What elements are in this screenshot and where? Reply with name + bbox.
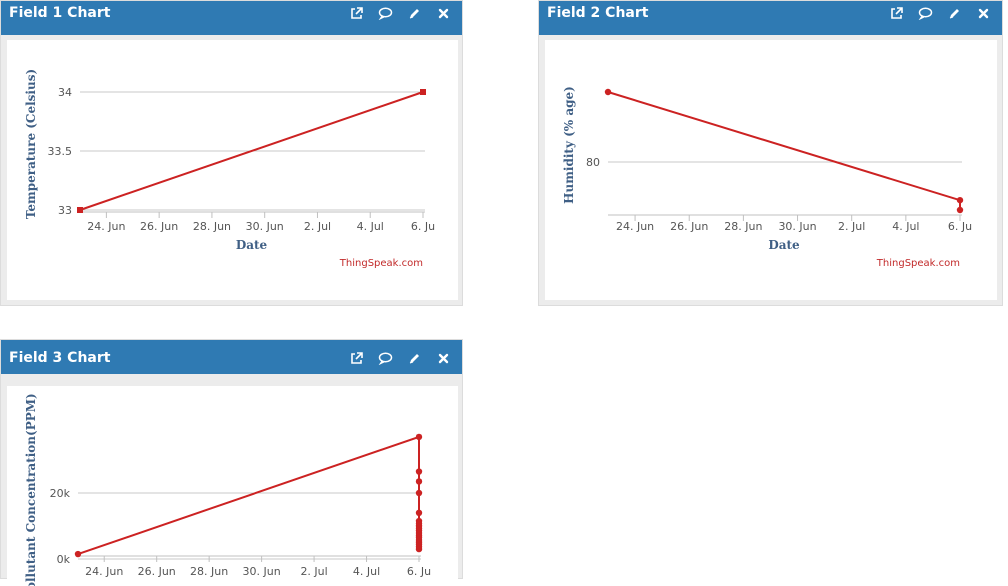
data-point[interactable] <box>956 206 964 214</box>
x-tick-label: 26. Jun <box>140 220 178 233</box>
panel-title: Field 3 Chart <box>9 350 111 366</box>
y-tick-label: 33 <box>58 204 72 217</box>
data-point[interactable] <box>604 88 612 96</box>
y-tick-label: 33.5 <box>48 145 73 158</box>
pencil-icon[interactable] <box>946 5 963 22</box>
field-3-chart-panel: Field 3 Chart 0k 20k 24. Jun 26. Jun 28. Jun… <box>0 339 463 586</box>
y-tick-label: 80 <box>586 156 600 169</box>
chart-area: 33 33.5 34 24. Jun 26. Jun 28. Jun 30. Jun 2. J… <box>7 40 458 300</box>
field-1-chart-panel: Field 1 Chart 33 33.5 34 24. Jun 26. Jun 28. … <box>0 0 463 306</box>
close-icon[interactable] <box>975 5 992 22</box>
external-link-icon[interactable] <box>348 350 365 367</box>
y-tick-label: 34 <box>58 86 72 99</box>
close-icon[interactable] <box>435 350 452 367</box>
chart-svg: 33 33.5 34 24. Jun 26. Jun 28. Jun 30. Jun 2. J… <box>24 69 435 269</box>
x-axis-title: Date <box>236 238 268 252</box>
chart-area: 80 24. Jun 26. Jun 28. Jun 30. Jun 2. Jul 4. J… <box>545 40 997 300</box>
panel-title: Field 2 Chart <box>547 5 649 21</box>
chart-area: 0k 20k 24. Jun 26. Jun 28. Jun 30. Jun 2. Jul 4… <box>7 386 458 586</box>
panel-tools <box>888 1 992 25</box>
comment-icon[interactable] <box>917 5 934 22</box>
comment-icon[interactable] <box>377 5 394 22</box>
close-icon[interactable] <box>435 5 452 22</box>
data-point[interactable] <box>415 489 423 497</box>
x-tick-label: 2. Jul <box>838 220 865 233</box>
data-point[interactable] <box>415 468 423 475</box>
x-tick-label: 24. Jun <box>616 220 654 233</box>
x-axis-title: Date <box>768 238 800 252</box>
y-tick-label: 20k <box>50 487 71 500</box>
y-axis-title: Pollutant Concentration(PPM) <box>24 393 38 586</box>
x-tick-label: 30. Jun <box>246 220 284 233</box>
data-point[interactable] <box>77 207 83 213</box>
data-point[interactable] <box>415 509 423 516</box>
data-point[interactable] <box>74 550 82 558</box>
data-point[interactable] <box>415 433 423 441</box>
y-axis-title: Temperature (Celsius) <box>24 69 38 219</box>
data-point[interactable] <box>415 545 423 553</box>
panel-title: Field 1 Chart <box>9 5 111 21</box>
chart-svg: 80 24. Jun 26. Jun 28. Jun 30. Jun 2. Jul 4. J… <box>562 86 972 269</box>
data-point[interactable] <box>956 196 964 204</box>
panel-header: Field 2 Chart <box>539 1 1002 35</box>
x-tick-label: 28. Jun <box>190 565 228 578</box>
panel-tools <box>348 340 452 376</box>
x-tick-label: 26. Jun <box>138 565 176 578</box>
thingspeak-credit-link[interactable]: ThingSpeak.com <box>876 258 960 269</box>
x-tick-label: 26. Jun <box>670 220 708 233</box>
series-line <box>77 435 420 556</box>
x-tick-label: 6. Ju <box>411 220 435 233</box>
data-point[interactable] <box>415 478 423 485</box>
series-line <box>607 91 961 210</box>
field-2-chart-panel: Field 2 Chart 80 24. Jun 26. Jun 28. Jun 30.… <box>538 0 1003 306</box>
x-tick-label: 2. Jul <box>304 220 331 233</box>
x-tick-label: 28. Jun <box>193 220 231 233</box>
x-tick-label: 4. Jul <box>353 565 380 578</box>
x-tick-label: 24. Jun <box>87 220 125 233</box>
x-tick-label: 6. Ju <box>407 565 431 578</box>
comment-icon[interactable] <box>377 350 394 367</box>
series-line <box>79 91 424 211</box>
x-tick-label: 4. Jul <box>892 220 919 233</box>
panel-header: Field 1 Chart <box>1 1 462 35</box>
thingspeak-credit-link[interactable]: ThingSpeak.com <box>339 258 423 269</box>
y-tick-label: 0k <box>57 553 71 566</box>
y-axis-title: Humidity (% age) <box>562 86 576 204</box>
external-link-icon[interactable] <box>348 5 365 22</box>
chart-svg: 0k 20k 24. Jun 26. Jun 28. Jun 30. Jun 2. Jul 4… <box>24 393 431 586</box>
x-tick-label: 4. Jul <box>357 220 384 233</box>
x-tick-label: 2. Jul <box>300 565 327 578</box>
x-tick-label: 24. Jun <box>85 565 123 578</box>
external-link-icon[interactable] <box>888 5 905 22</box>
x-tick-label: 6. Ju <box>948 220 972 233</box>
x-tick-label: 30. Jun <box>243 565 281 578</box>
pencil-icon[interactable] <box>406 350 423 367</box>
panel-header: Field 3 Chart <box>1 340 462 374</box>
x-tick-label: 30. Jun <box>778 220 816 233</box>
x-tick-label: 28. Jun <box>724 220 762 233</box>
data-point[interactable] <box>420 89 426 95</box>
pencil-icon[interactable] <box>406 5 423 22</box>
panel-tools <box>348 1 452 25</box>
